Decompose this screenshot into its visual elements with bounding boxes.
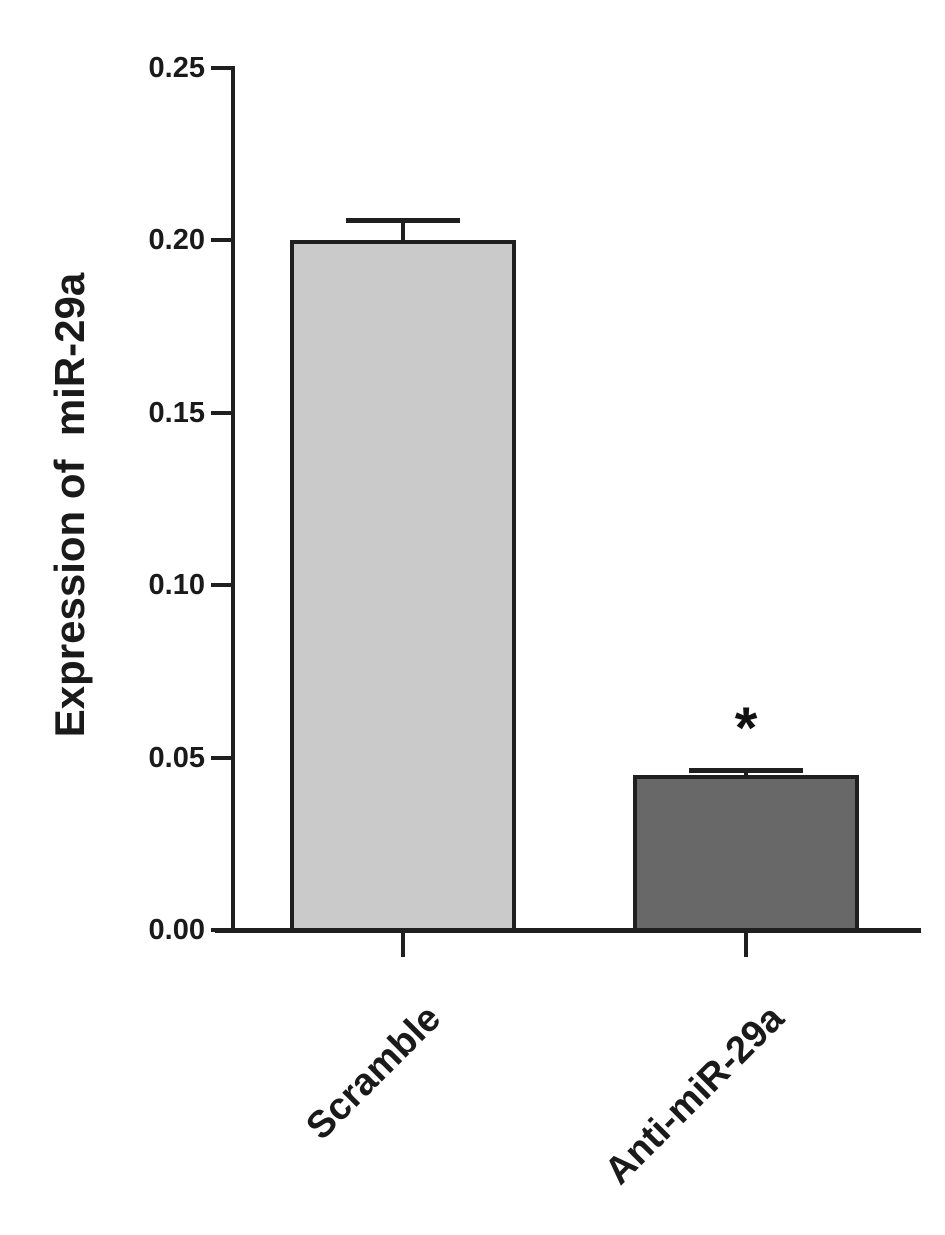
x-axis-line	[215, 928, 921, 933]
y-tick-label: 0.25	[148, 52, 205, 84]
bar-anti-mir-29a	[633, 774, 859, 932]
significance-asterisk: *	[734, 696, 758, 761]
bar-scramble	[290, 240, 516, 932]
error-bar-stem	[401, 219, 405, 241]
y-tick-label: 0.05	[148, 741, 205, 774]
y-axis-title: Expression of miR-29a	[46, 272, 93, 738]
y-tick-mark	[211, 238, 231, 243]
x-tick-label-anti-mir-29a: Anti-miR-29a	[596, 997, 792, 1193]
y-tick-mark	[211, 755, 231, 760]
y-axis-line	[231, 66, 235, 933]
error-bar-cap	[346, 217, 460, 223]
x-tick-mark	[744, 933, 748, 957]
y-tick-label: 0.10	[148, 569, 205, 602]
y-tick-label: 0.20	[148, 224, 205, 257]
y-tick-label: 0.15	[148, 396, 205, 429]
y-tick-mark	[211, 410, 231, 415]
x-tick-label-scramble: Scramble	[298, 997, 449, 1148]
y-tick-mark	[211, 66, 231, 70]
y-tick-mark	[211, 583, 231, 588]
error-bar-cap	[689, 767, 803, 773]
y-tick-mark	[211, 928, 231, 932]
y-tick-label: 0.00	[148, 914, 205, 946]
x-tick-mark	[401, 933, 405, 957]
